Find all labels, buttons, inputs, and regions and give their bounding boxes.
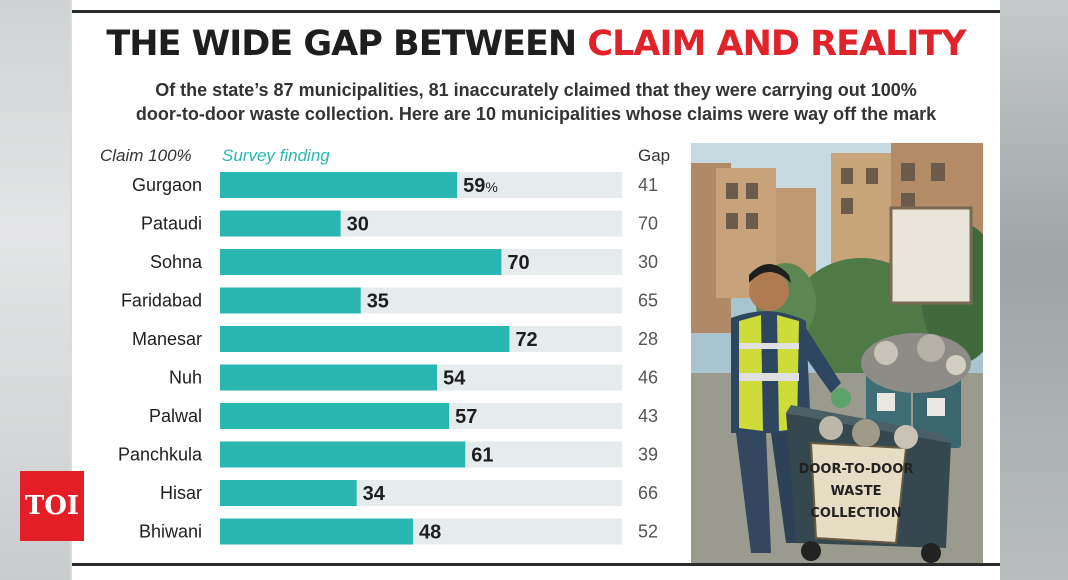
value-label: 59% xyxy=(463,175,498,197)
waste-cart: DOOR-TO-DOOR WASTE COLLECTION xyxy=(786,405,951,563)
category-label: Hisar xyxy=(160,483,202,503)
category-label: Palwal xyxy=(149,406,202,426)
bar xyxy=(220,480,357,506)
signboard xyxy=(889,206,973,305)
bar xyxy=(220,518,413,545)
gap-value: 65 xyxy=(638,291,658,311)
cart-sign-line-1: DOOR-TO-DOOR xyxy=(799,462,914,477)
gap-value: 39 xyxy=(638,445,658,465)
bar-chart: Gurgaon 59% 41 Pataudi 30 70 Sohna 70 30 Faridaba… xyxy=(118,172,658,545)
category-label: Nuh xyxy=(169,368,202,388)
column-header-claim: Claim 100% xyxy=(100,146,192,165)
category-label: Sohna xyxy=(150,252,203,272)
bar xyxy=(220,441,466,468)
infographic-card: THE WIDE GAP BETWEEN CLAIM AND REALITY O… xyxy=(72,0,1000,580)
category-label: Panchkula xyxy=(118,445,203,465)
subtitle: Of the state’s 87 municipalities, 81 ina… xyxy=(72,78,1000,126)
bar xyxy=(220,210,341,237)
worker xyxy=(731,264,851,553)
value-label: 35 xyxy=(367,291,389,313)
background-right-blur xyxy=(998,0,1068,580)
gap-value: 46 xyxy=(638,368,658,388)
value-label: 34 xyxy=(363,483,386,505)
subtitle-line-2: door-to-door waste collection. Here are … xyxy=(135,104,937,124)
bar xyxy=(220,403,450,429)
column-header-survey: Survey finding xyxy=(222,146,330,165)
waste-collector-illustration: DOOR-TO-DOOR WASTE COLLECTION xyxy=(691,143,983,563)
category-label: Pataudi xyxy=(141,214,202,234)
bar xyxy=(220,249,502,275)
headline: THE WIDE GAP BETWEEN CLAIM AND REALITY xyxy=(72,22,1000,66)
value-label: 48 xyxy=(419,522,441,544)
headline-part1: THE WIDE GAP BETWEEN xyxy=(106,24,577,64)
gap-value: 28 xyxy=(638,329,658,349)
value-label: 61 xyxy=(471,445,493,467)
value-label: 57 xyxy=(455,406,477,428)
column-header-gap: Gap xyxy=(638,146,671,165)
gap-value: 52 xyxy=(638,522,658,542)
bar xyxy=(220,364,438,391)
cart-sign-line-3: COLLECTION xyxy=(810,506,901,521)
gap-value: 41 xyxy=(638,175,658,195)
toi-logo: TOI xyxy=(20,471,84,541)
subtitle-line-1: Of the state’s 87 municipalities, 81 ina… xyxy=(155,80,917,100)
value-label: 70 xyxy=(507,252,529,274)
gap-value: 43 xyxy=(638,406,658,426)
bar xyxy=(220,287,361,314)
cart-sign-line-2: WASTE xyxy=(831,484,882,499)
value-label: 30 xyxy=(347,214,369,236)
bar xyxy=(220,172,458,198)
category-label: Gurgaon xyxy=(132,175,202,195)
bar xyxy=(220,326,510,352)
gap-value: 70 xyxy=(638,214,658,234)
gap-value: 30 xyxy=(638,252,658,272)
headline-part2: CLAIM AND REALITY xyxy=(587,24,966,64)
cart-sign xyxy=(809,441,908,545)
gap-value: 66 xyxy=(638,483,658,503)
category-label: Faridabad xyxy=(121,291,202,311)
value-label: 72 xyxy=(515,329,537,351)
category-label: Manesar xyxy=(132,329,202,349)
value-label: 54 xyxy=(443,368,466,390)
category-label: Bhiwani xyxy=(139,522,202,542)
